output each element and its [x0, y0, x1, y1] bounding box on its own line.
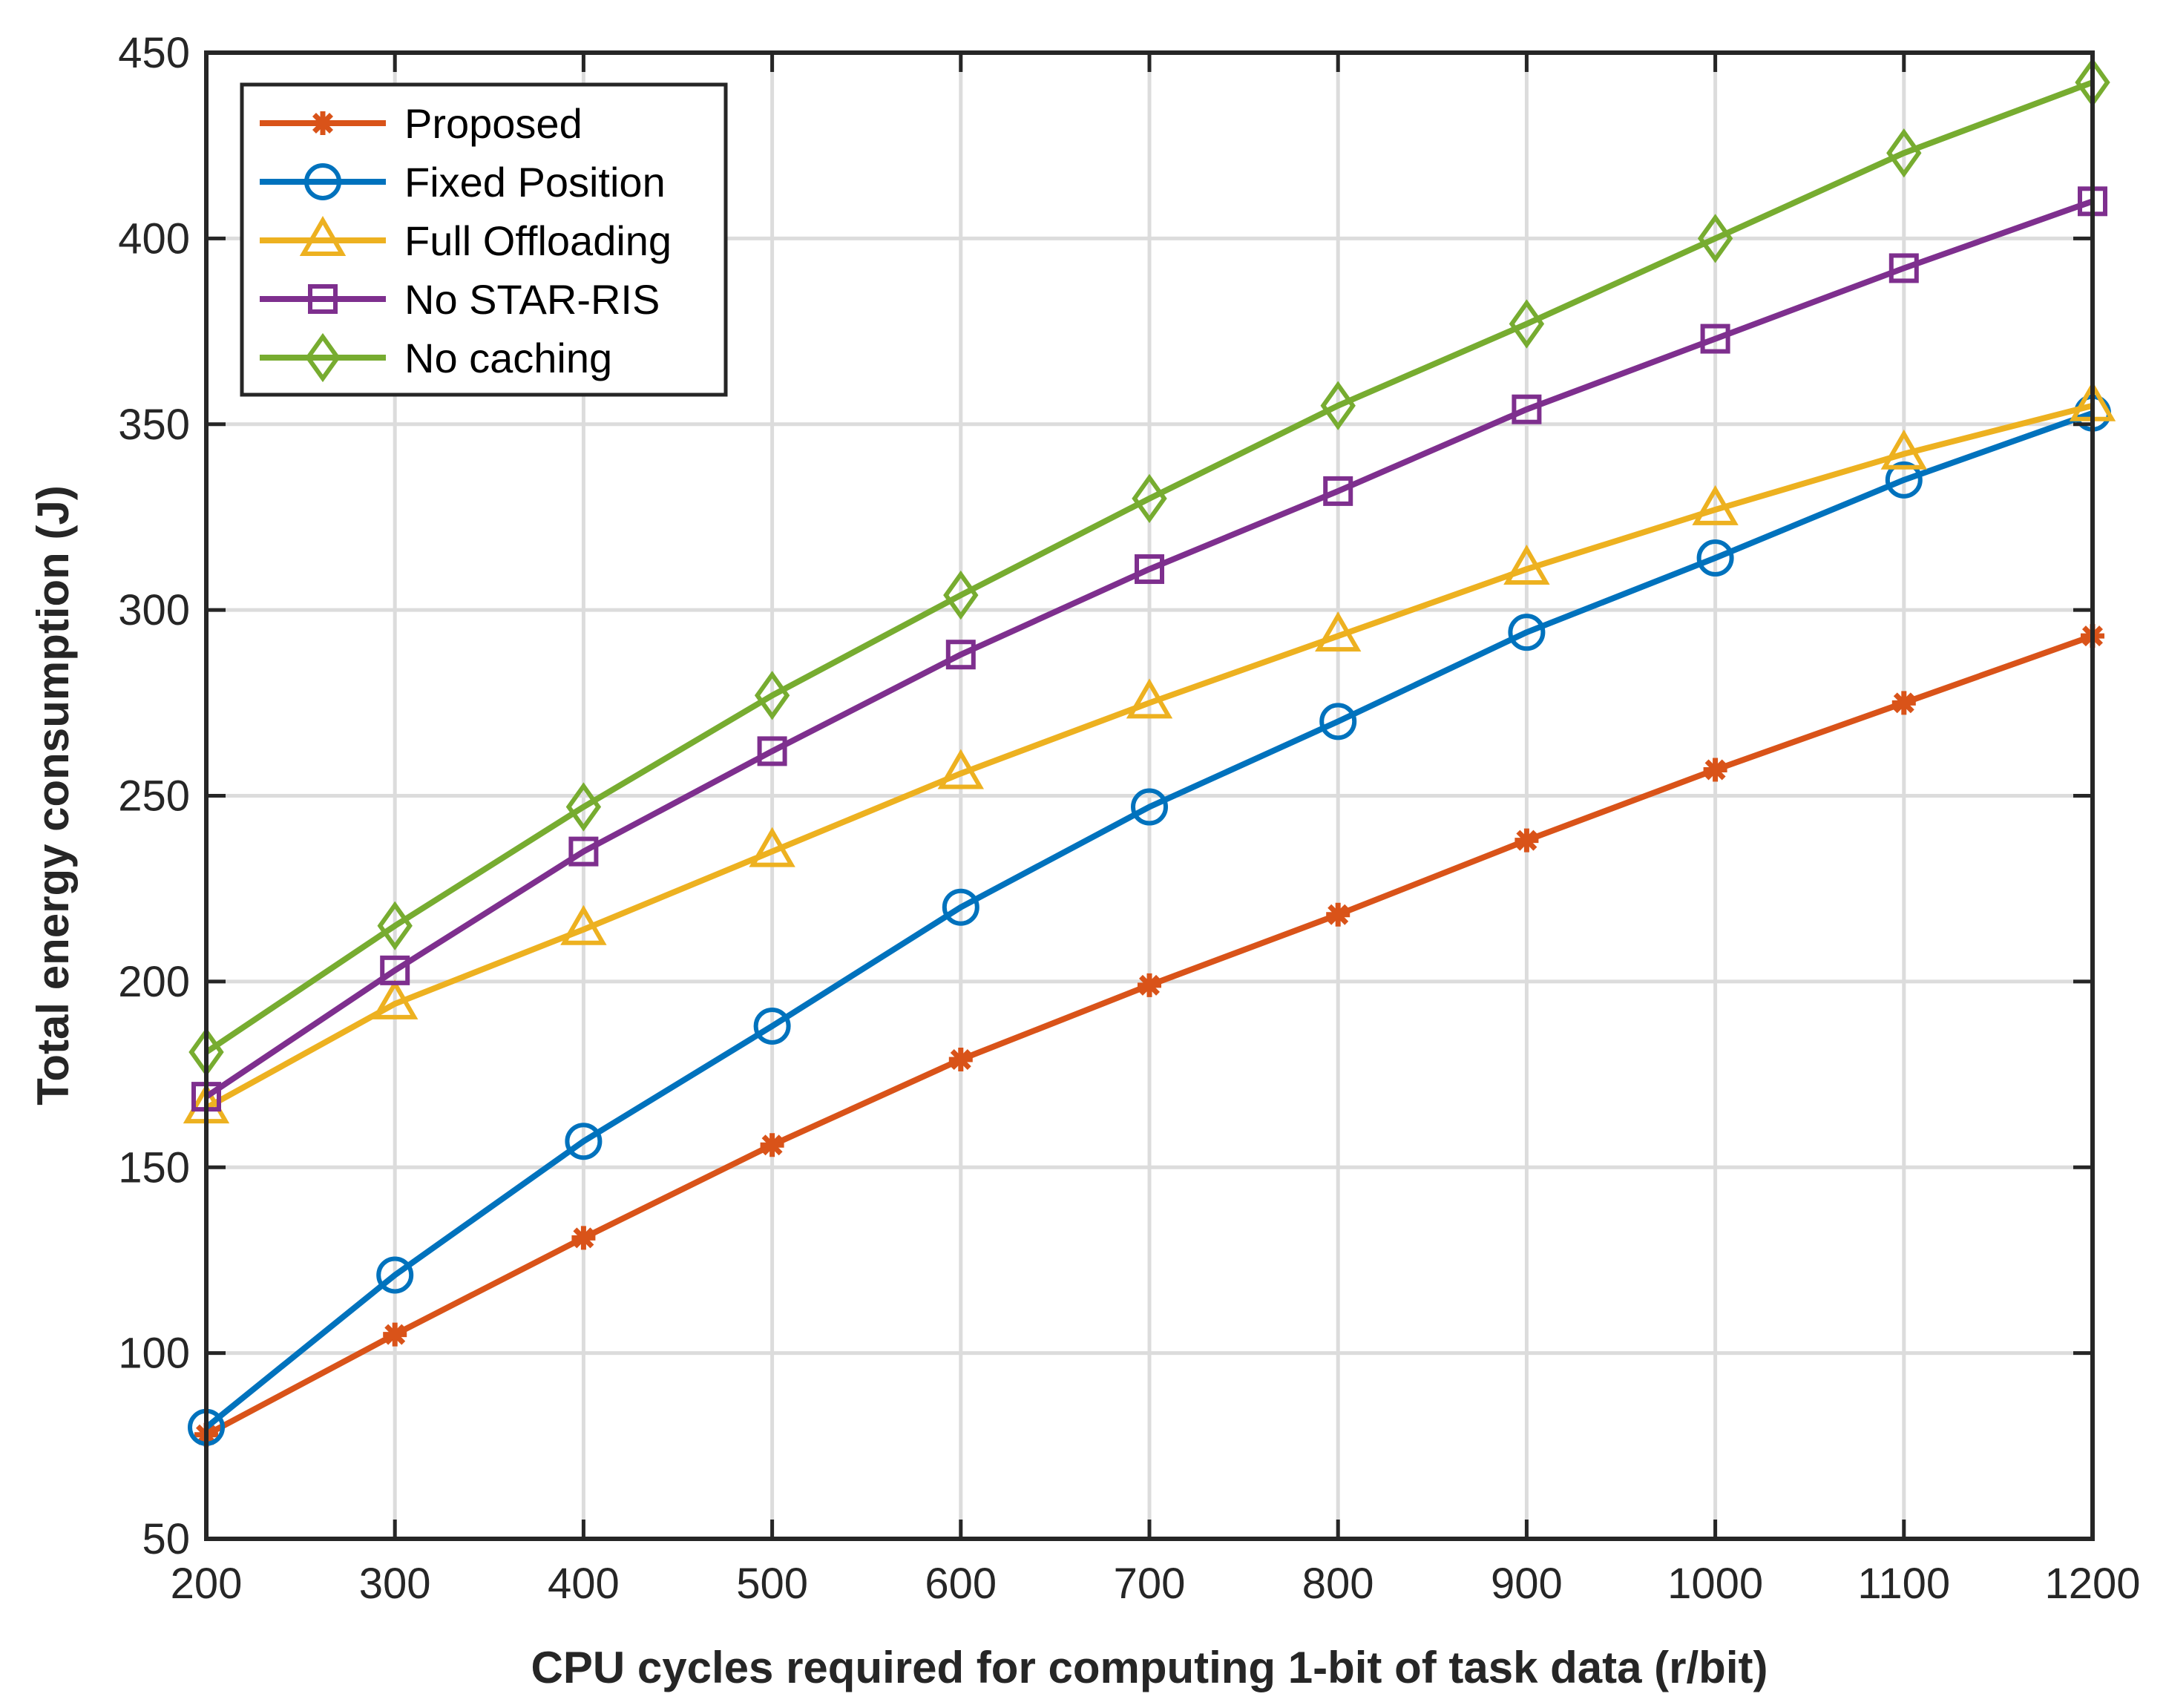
data-point [376, 1256, 414, 1294]
data-point [1514, 828, 1539, 853]
legend-entries: Proposed Fixed Position Full Offloading No … [260, 100, 672, 383]
data-point [945, 640, 976, 670]
data-point [1319, 703, 1357, 740]
legend-label: Full Offloading [404, 217, 672, 264]
data-point [1132, 473, 1167, 524]
data-point [560, 904, 607, 945]
series-line [204, 410, 2094, 1430]
series-line [204, 79, 2094, 1055]
data-point [753, 1007, 791, 1045]
legend-entry: Full Offloading [260, 216, 672, 264]
x-tick-label: 700 [1114, 1560, 1186, 1608]
data-point [1323, 476, 1353, 506]
data-point [1885, 461, 1923, 499]
data-point [1700, 323, 1730, 354]
x-tick-label: 900 [1491, 1560, 1563, 1608]
data-point [1138, 973, 1161, 997]
data-point [1888, 253, 1919, 283]
data-point [749, 827, 795, 867]
legend-marker [305, 332, 341, 383]
series-fixed-position [188, 394, 2111, 1446]
data-point [1503, 545, 1550, 585]
data-point [942, 888, 979, 926]
y-tick-label: 200 [118, 958, 190, 1006]
legend-entry: Proposed [260, 100, 582, 147]
legend-marker [311, 111, 335, 135]
data-point [1696, 539, 1734, 577]
y-tick-label: 50 [142, 1515, 190, 1563]
y-tick-label: 450 [118, 29, 190, 77]
data-point [1131, 788, 1168, 826]
series-layer [183, 57, 2116, 1447]
legend-label: Proposed [404, 100, 582, 147]
y-tick-label: 250 [118, 772, 190, 821]
data-point [571, 1226, 596, 1250]
series-line [204, 198, 2094, 1100]
x-tick-label: 300 [359, 1560, 431, 1608]
data-point [1886, 128, 1922, 178]
data-point [1320, 381, 1356, 430]
data-point [948, 1048, 973, 1072]
legend-marker [308, 284, 338, 314]
data-point [565, 1123, 603, 1160]
data-point [372, 979, 419, 1019]
x-tick-label: 1100 [1857, 1560, 1950, 1608]
data-point [377, 901, 413, 950]
legend-marker [299, 216, 347, 256]
legend-marker [304, 163, 341, 200]
x-tick-label: 800 [1302, 1560, 1374, 1608]
data-point [1512, 394, 1542, 424]
data-point [1315, 611, 1362, 652]
data-point [1891, 691, 1916, 715]
x-tick-label: 1200 [2044, 1560, 2140, 1608]
data-point [757, 736, 787, 766]
x-tick-label: 500 [736, 1560, 808, 1608]
x-tick-label: 400 [548, 1560, 620, 1608]
x-tick-label: 200 [171, 1560, 243, 1608]
y-tick-label: 150 [118, 1143, 190, 1192]
data-point [1126, 678, 1173, 719]
legend-label: Fixed Position [404, 159, 666, 206]
data-point [937, 749, 984, 789]
tick-labels: 200 300 400 500 600 700 800 900 1000 1100 1200 50 10… [118, 29, 2140, 1608]
data-point [1880, 429, 1927, 470]
data-point [383, 1322, 407, 1347]
legend: Proposed Fixed Position Full Offloading No … [240, 82, 728, 397]
data-point [1703, 758, 1727, 782]
y-axis-title: Total energy consumption (J) [28, 485, 78, 1106]
x-tick-label: 1000 [1667, 1560, 1763, 1608]
data-point [1692, 485, 1739, 525]
data-point [380, 955, 410, 985]
data-point [565, 782, 602, 832]
ticks [204, 50, 2095, 1541]
x-tick-label: 600 [925, 1560, 997, 1608]
data-point [1135, 554, 1164, 585]
legend-label: No STAR-RIS [404, 276, 660, 323]
data-point [568, 836, 599, 867]
data-point [1697, 214, 1733, 263]
y-tick-label: 400 [118, 214, 190, 263]
legend-entry: No STAR-RIS [260, 276, 660, 323]
y-tick-label: 300 [118, 586, 190, 634]
data-point [1508, 614, 1546, 651]
data-point [1326, 902, 1351, 927]
data-point [760, 1133, 784, 1157]
series-line [205, 402, 2093, 1111]
legend-label: No caching [404, 335, 612, 381]
data-point [754, 671, 790, 720]
y-tick-label: 100 [118, 1330, 190, 1378]
y-tick-label: 350 [118, 401, 190, 449]
data-point [1509, 299, 1545, 349]
legend-entry: Fixed Position [260, 159, 666, 206]
data-point [943, 570, 979, 620]
legend-entry: No caching [260, 332, 612, 383]
series-proposed [194, 624, 2104, 1447]
x-axis-title: CPU cycles required for computing 1-bit … [531, 1643, 1768, 1692]
